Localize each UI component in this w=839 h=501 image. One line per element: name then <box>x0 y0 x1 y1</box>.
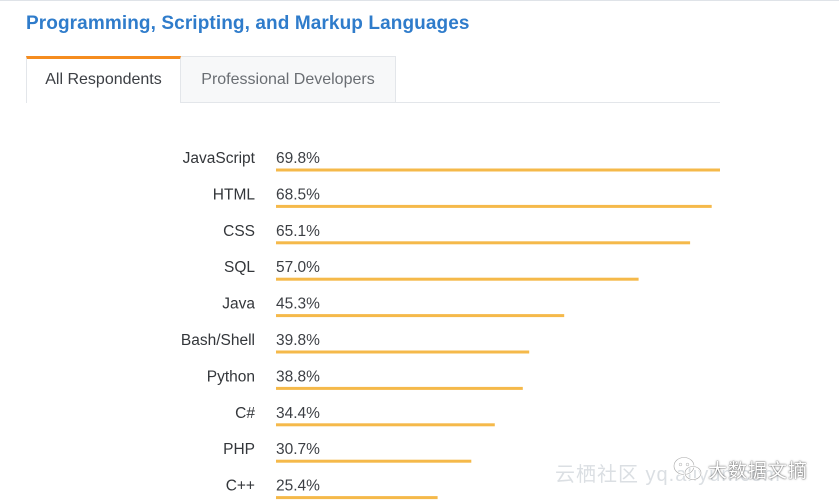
category-label: C# <box>235 405 255 422</box>
category-label: Bash/Shell <box>181 332 255 349</box>
tab-professional-developers[interactable]: Professional Developers <box>181 56 396 102</box>
value-label: 57.0% <box>276 259 320 276</box>
bar <box>276 350 530 354</box>
category-label: Java <box>222 296 255 313</box>
category-label: CSS <box>223 223 255 240</box>
value-label: 65.1% <box>276 223 320 240</box>
watermark-text: 云栖社区 yq.aliyun.com <box>555 464 781 486</box>
bar <box>276 459 472 463</box>
tab-baseline <box>26 102 720 103</box>
category-label: HTML <box>213 186 256 203</box>
value-label: 69.8% <box>276 150 320 167</box>
category-label: C++ <box>226 478 255 495</box>
bar <box>276 204 712 208</box>
value-label: 39.8% <box>276 332 320 349</box>
section-title: Programming, Scripting, and Markup Langu… <box>26 13 470 34</box>
tab-all-respondents[interactable]: All Respondents <box>26 56 181 103</box>
bar <box>276 496 438 500</box>
top-border <box>0 0 839 1</box>
bar <box>276 241 691 245</box>
bar <box>276 314 565 318</box>
value-label: 30.7% <box>276 441 320 458</box>
watermark-brand: 大数据文摘 <box>708 461 809 482</box>
category-label: PHP <box>223 441 255 458</box>
bar <box>276 277 639 281</box>
category-label: SQL <box>224 259 255 276</box>
value-label: 68.5% <box>276 186 320 203</box>
tab-bar: All Respondents Professional Developers <box>26 56 720 103</box>
bar <box>276 168 720 172</box>
bar <box>276 386 523 390</box>
value-label: 25.4% <box>276 478 320 495</box>
category-label: Python <box>207 368 255 385</box>
value-label: 45.3% <box>276 296 320 313</box>
value-label: 38.8% <box>276 368 320 385</box>
category-label: JavaScript <box>183 150 256 167</box>
bar <box>276 423 495 427</box>
wechat-icon <box>672 456 703 481</box>
value-label: 34.4% <box>276 405 320 422</box>
